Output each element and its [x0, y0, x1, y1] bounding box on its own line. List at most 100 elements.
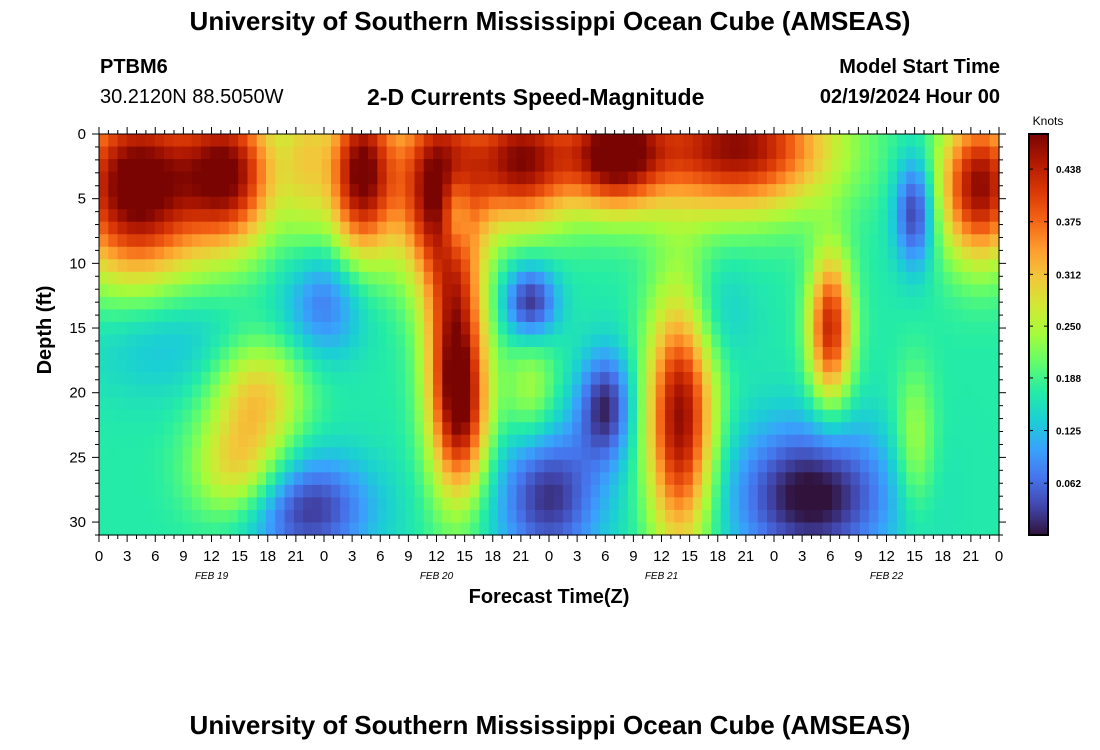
heatmap-cell	[525, 359, 536, 373]
heatmap-cell	[729, 347, 740, 361]
heatmap-cell	[637, 234, 648, 248]
heatmap-cell	[349, 459, 360, 473]
heatmap-cell	[99, 497, 109, 511]
heatmap-cell	[720, 397, 731, 411]
heatmap-cell	[664, 309, 675, 323]
heatmap-cell	[757, 159, 768, 173]
heatmap-cell	[516, 234, 527, 248]
heatmap-cell	[692, 171, 703, 185]
heatmap-cell	[293, 296, 304, 311]
heatmap-cell	[720, 196, 731, 210]
heatmap-cell	[219, 522, 230, 536]
heatmap-cell	[460, 397, 471, 411]
heatmap-cell	[729, 334, 740, 348]
heatmap-cell	[804, 409, 815, 423]
heatmap-cell	[266, 372, 276, 386]
heatmap-cell	[191, 334, 202, 348]
heatmap-cell	[423, 321, 434, 336]
heatmap-cell	[831, 384, 842, 398]
heatmap-cell	[961, 196, 972, 210]
heatmap-cell	[934, 484, 944, 499]
heatmap-cell	[906, 221, 917, 235]
heatmap-cell	[850, 409, 861, 423]
heatmap-cell	[126, 209, 137, 223]
heatmap-cell	[99, 209, 109, 223]
heatmap-cell	[804, 146, 815, 160]
heatmap-cell	[971, 409, 982, 423]
heatmap-cell	[219, 259, 230, 273]
heatmap-cell	[312, 296, 323, 311]
heatmap-cell	[228, 234, 239, 248]
heatmap-cell	[906, 209, 917, 223]
heatmap-cell	[767, 472, 777, 486]
heatmap-cell	[219, 246, 230, 260]
heatmap-cell	[739, 259, 750, 273]
heatmap-cell	[590, 246, 601, 260]
heatmap-cell	[423, 134, 434, 148]
heatmap-cell	[405, 221, 416, 235]
heatmap-cell	[785, 447, 796, 461]
heatmap-cell	[535, 296, 545, 311]
heatmap-cell	[915, 334, 926, 348]
heatmap-cell	[321, 196, 332, 210]
heatmap-cell	[572, 509, 583, 524]
heatmap-cell	[831, 447, 842, 461]
heatmap-cell	[238, 422, 249, 436]
heatmap-cell	[989, 484, 1000, 499]
heatmap-cell	[460, 434, 471, 448]
heatmap-cell	[219, 284, 230, 298]
heatmap-cell	[377, 484, 388, 499]
heatmap-cell	[470, 209, 481, 223]
heatmap-cell	[822, 146, 833, 160]
heatmap-cell	[961, 296, 972, 311]
heatmap-cell	[553, 384, 564, 398]
heatmap-cell	[562, 347, 573, 361]
heatmap-cell	[637, 372, 648, 386]
heatmap-cell	[739, 484, 750, 499]
heatmap-cell	[266, 171, 276, 185]
heatmap-cell	[154, 234, 165, 248]
heatmap-cell	[813, 134, 824, 148]
heatmap-cell	[293, 159, 304, 173]
heatmap-cell	[340, 171, 351, 185]
heatmap-cell	[535, 321, 545, 336]
heatmap-cell	[284, 171, 295, 185]
heatmap-cell	[804, 184, 815, 198]
heatmap-cell	[692, 347, 703, 361]
heatmap-cell	[210, 334, 221, 348]
heatmap-cell	[637, 159, 648, 173]
colorbar-tick-label: 0.188	[1056, 374, 1081, 385]
heatmap-cell	[702, 209, 712, 223]
heatmap-cell	[850, 246, 861, 260]
heatmap-cell	[284, 347, 295, 361]
heatmap-cell	[674, 134, 685, 148]
heatmap-cell	[683, 196, 694, 210]
colorbar-tick-label: 0.375	[1056, 218, 1081, 229]
heatmap-cell	[646, 484, 657, 499]
heatmap-cell	[702, 497, 712, 511]
heatmap-cell	[247, 171, 258, 185]
heatmap-cell	[748, 284, 759, 298]
heatmap-cell	[303, 196, 313, 210]
heatmap-cell	[794, 296, 805, 311]
heatmap-cell	[961, 271, 972, 285]
heatmap-cell	[896, 409, 907, 423]
heatmap-cell	[377, 497, 388, 511]
heatmap-cell	[859, 134, 870, 148]
heatmap-cell	[618, 271, 629, 285]
heatmap-cell	[943, 271, 954, 285]
heatmap-cell	[433, 372, 443, 386]
heatmap-cell	[247, 509, 258, 524]
heatmap-cell	[943, 372, 954, 386]
heatmap-cell	[182, 321, 193, 336]
heatmap-cell	[952, 397, 963, 411]
heatmap-cell	[869, 459, 879, 473]
heatmap-cell	[776, 309, 787, 323]
heatmap-cell	[293, 221, 304, 235]
heatmap-cell	[804, 347, 815, 361]
heatmap-cell	[516, 334, 527, 348]
heatmap-cell	[516, 397, 527, 411]
heatmap-cell	[210, 422, 221, 436]
heatmap-cell	[952, 309, 963, 323]
heatmap-cell	[674, 484, 685, 499]
